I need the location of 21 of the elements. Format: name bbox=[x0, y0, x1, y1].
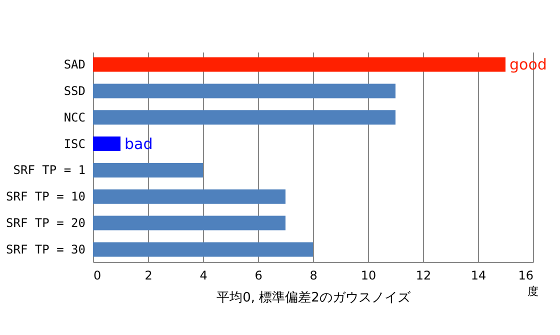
y-tick-label: ISC bbox=[64, 136, 86, 151]
x-tick-label: 6 bbox=[254, 268, 262, 282]
y-tick-label: NCC bbox=[64, 110, 86, 124]
y-tick-label: SRF TP = 1 bbox=[13, 163, 86, 178]
x-tick-label: 4 bbox=[200, 268, 208, 282]
x-tick-label: 8 bbox=[310, 268, 318, 282]
x-tick-label: 0 bbox=[94, 268, 102, 282]
x-tick-label: 2 bbox=[144, 268, 152, 282]
x-tick-label: 10 bbox=[360, 268, 376, 282]
text: 度 bbox=[528, 285, 538, 298]
annotation: good bbox=[510, 56, 547, 74]
y-tick-label: SSD bbox=[64, 84, 86, 98]
y-tick-label: SRF TP = 30 bbox=[6, 242, 86, 256]
y-tick-label: SAD bbox=[64, 58, 86, 72]
x-tick-label: 12 bbox=[416, 268, 432, 282]
y-tick-label: SRF TP = 10 bbox=[6, 190, 86, 204]
y-tick-label: SRF TP = 20 bbox=[6, 216, 86, 230]
x-tick-label: 14 bbox=[470, 268, 486, 282]
x-tick-label: 16 bbox=[518, 268, 534, 282]
annotation: bad bbox=[124, 134, 153, 153]
x-axis-title: 平均0, 標準偏差2のガウスノイズ bbox=[216, 290, 412, 306]
